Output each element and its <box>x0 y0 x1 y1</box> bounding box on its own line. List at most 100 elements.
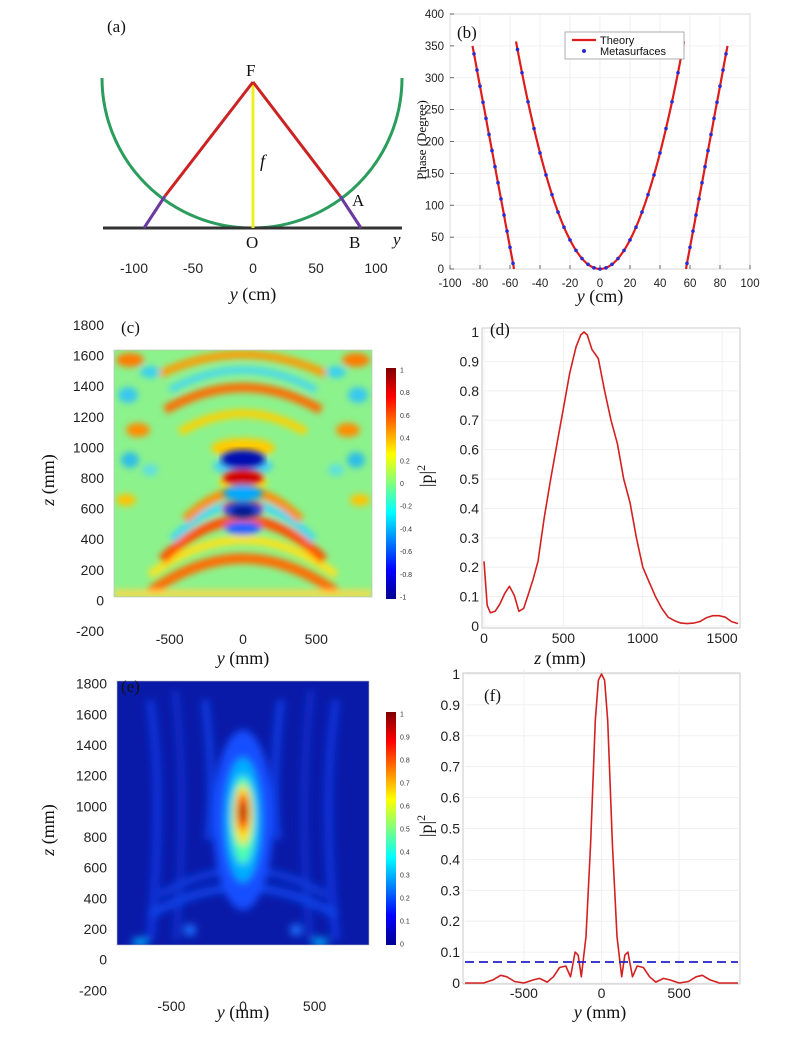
e-xtick-label: 500 <box>303 998 327 1014</box>
e-ytick-label: 1400 <box>76 737 107 753</box>
f-ytick-label: 0.9 <box>441 697 461 713</box>
d-ytick-label: 0.1 <box>460 589 480 605</box>
c-ytick-label: 600 <box>81 501 105 517</box>
c-colorbar-tick: 0.4 <box>400 436 410 443</box>
f-x-label: y (mm) <box>572 1002 627 1023</box>
b-metasurface-point <box>658 151 662 155</box>
c-colorbar: 1 0.8 0.6 0.4 0.2 0 -0.2 -0.4 -0.6 -0.8 -1 <box>386 368 412 602</box>
b-metasurface-point <box>616 256 620 261</box>
a-xtick: -50 <box>183 260 203 276</box>
d-ytick-label: 0.2 <box>460 559 480 575</box>
d-xtick-label: 0 <box>480 630 488 646</box>
legend-box <box>564 31 685 60</box>
b-metasurface-point <box>508 245 512 250</box>
c-colorbar-tick: -0.6 <box>400 549 412 556</box>
c-colorbar-tick: 0 <box>400 481 404 488</box>
c-colorbar-tick: -1 <box>400 595 406 602</box>
b-metasurface-point <box>664 126 668 131</box>
c-ytick-label: 0 <box>96 592 104 608</box>
panel-e-label: (e) <box>121 677 140 696</box>
b-metasurface-point <box>676 70 680 75</box>
a-xtick: 0 <box>249 260 257 276</box>
c-colorbar-tick: 0.8 <box>400 390 410 397</box>
e-colorbar-tick: 0.6 <box>400 804 410 811</box>
b-xtick-label: 40 <box>654 278 667 290</box>
e-colorbar-tick: 0 <box>400 942 404 949</box>
b-metasurface-point <box>646 192 650 197</box>
d-ytick-label: 0.5 <box>460 471 480 487</box>
b-metasurface-point <box>598 267 602 271</box>
f-ytick-label: 0.3 <box>441 882 461 898</box>
b-metasurface-point <box>706 148 710 153</box>
e-ytick-label: 200 <box>84 921 108 937</box>
e-colorbar-tick: 0.5 <box>400 827 410 834</box>
b-metasurface-point <box>574 248 578 253</box>
e-colorbar-tick: 0.2 <box>400 896 410 903</box>
c-colorbar-gradient <box>386 368 396 599</box>
b-legend: Theory Metasurfaces <box>564 31 685 60</box>
b-metasurface-point <box>709 132 713 137</box>
f-xtick-label: 0 <box>598 985 606 1001</box>
c-field <box>114 350 372 597</box>
b-metasurface-point <box>544 173 548 177</box>
b-metasurface-point <box>610 262 614 267</box>
e-ytick-label: 1600 <box>76 706 107 722</box>
panel-f-label: (f) <box>484 686 501 705</box>
a-xtick: 100 <box>364 260 388 276</box>
b-ytick-label: 100 <box>425 200 444 212</box>
d-x-label: z (mm) <box>533 648 586 669</box>
b-metasurface-point <box>484 116 488 121</box>
b-xtick-label: 60 <box>684 278 697 290</box>
panel-f: -500 0 500 0 0.1 0.2 0.3 0.4 0.5 0.6 0.7 0.8 0.9 1 (f… <box>414 666 741 1023</box>
b-metasurface-point <box>526 99 530 104</box>
c-colorbar-tick: 0.6 <box>400 413 410 420</box>
b-ytick-label: 200 <box>425 137 444 149</box>
c-xtick-label: -500 <box>156 631 184 647</box>
legend-meta-label: Metasurfaces <box>600 46 667 58</box>
b-xtick-label: -40 <box>532 278 549 290</box>
f-ytick-label: 0.8 <box>441 728 461 744</box>
d-series <box>483 331 739 625</box>
b-metasurface-point <box>628 238 632 242</box>
d-ytick-label: 0.6 <box>460 442 480 458</box>
b-metasurface-point <box>670 99 674 104</box>
e-colorbar-tick: 1 <box>400 712 404 719</box>
b-metasurface-point <box>691 229 695 233</box>
e-colorbar-tick: 0.4 <box>400 850 410 857</box>
b-metasurface-point <box>550 192 554 197</box>
b-ytick-label: 250 <box>425 105 444 117</box>
b-y-label: Phase (Degree) <box>414 100 429 180</box>
e-xtick-label: 0 <box>239 998 247 1014</box>
c-xtick-label: 500 <box>305 631 329 647</box>
f-y-label: |p|2 <box>414 815 436 837</box>
f-xtick-label: -500 <box>510 985 538 1001</box>
c-colorbar-tick: 0.2 <box>400 458 410 465</box>
panel-a-x-ticks: -100 -50 0 50 100 <box>120 260 388 276</box>
b-xtick-label: 100 <box>740 278 759 290</box>
b-series <box>471 41 729 271</box>
e-ytick-label: 400 <box>84 890 108 906</box>
e-colorbar-tick: 0.8 <box>400 758 410 765</box>
d-xtick-label: 1500 <box>707 630 738 646</box>
b-metasurface-point <box>592 266 596 270</box>
f-ytick-label: 0.4 <box>441 851 461 867</box>
b-ytick-label: 300 <box>425 73 444 85</box>
b-ytick-label: 400 <box>425 9 444 21</box>
f-grid <box>465 669 738 985</box>
b-xtick-label: 80 <box>714 278 727 290</box>
c-frame <box>113 349 373 598</box>
d-ytick-label: 0 <box>471 618 479 634</box>
b-xtick-label: -100 <box>438 278 461 290</box>
c-ytick-label: 1600 <box>73 348 104 364</box>
ray-left-red <box>163 81 255 197</box>
f-series <box>465 673 738 984</box>
b-metasurface-point <box>724 52 728 56</box>
e-xtick-label: -500 <box>157 998 185 1014</box>
d-xtick-label: 500 <box>552 630 576 646</box>
c-ytick-label: 1800 <box>73 317 104 333</box>
b-metasurface-point <box>481 100 485 105</box>
b-x-label: y (cm) <box>575 286 623 307</box>
b-xtick-label: 20 <box>624 278 637 290</box>
b-metasurface-point <box>520 70 524 75</box>
d-y-label: |p|2 <box>414 465 436 487</box>
